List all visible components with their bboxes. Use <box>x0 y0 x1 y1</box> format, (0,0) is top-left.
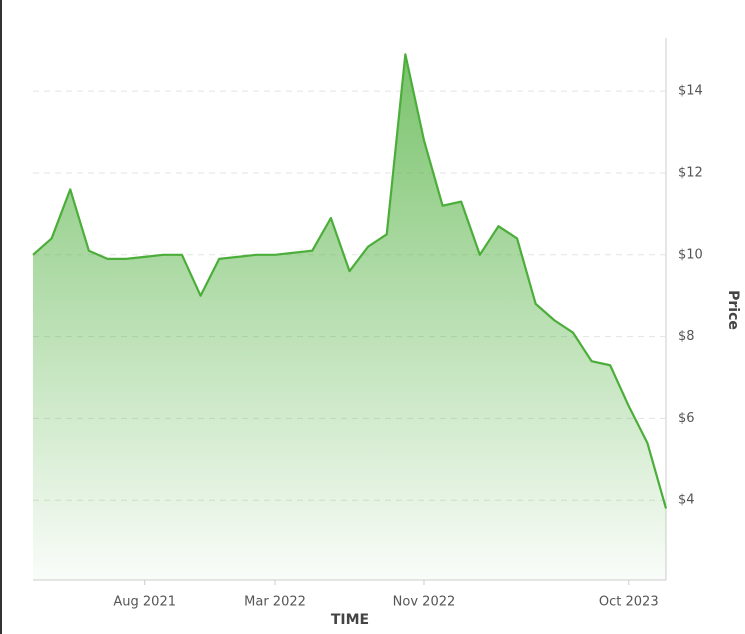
y-tick-label: $4 <box>678 493 695 508</box>
y-axis-title: Price <box>725 290 741 330</box>
x-tick-label: Aug 2021 <box>113 595 176 610</box>
y-tick-label: $12 <box>678 165 703 180</box>
price-line <box>32 53 668 509</box>
y-tick-label: $6 <box>678 411 695 426</box>
x-tick-label: Mar 2022 <box>244 595 306 610</box>
left-border <box>0 0 2 634</box>
y-tick-label: $8 <box>678 329 695 344</box>
x-axis-title: TIME <box>331 612 369 628</box>
area-fill <box>33 54 666 581</box>
y-tick-label: $14 <box>678 84 703 99</box>
y-tick-label: $10 <box>678 247 703 262</box>
x-tick-label: Oct 2023 <box>599 595 659 610</box>
x-tick-label: Nov 2022 <box>393 595 456 610</box>
